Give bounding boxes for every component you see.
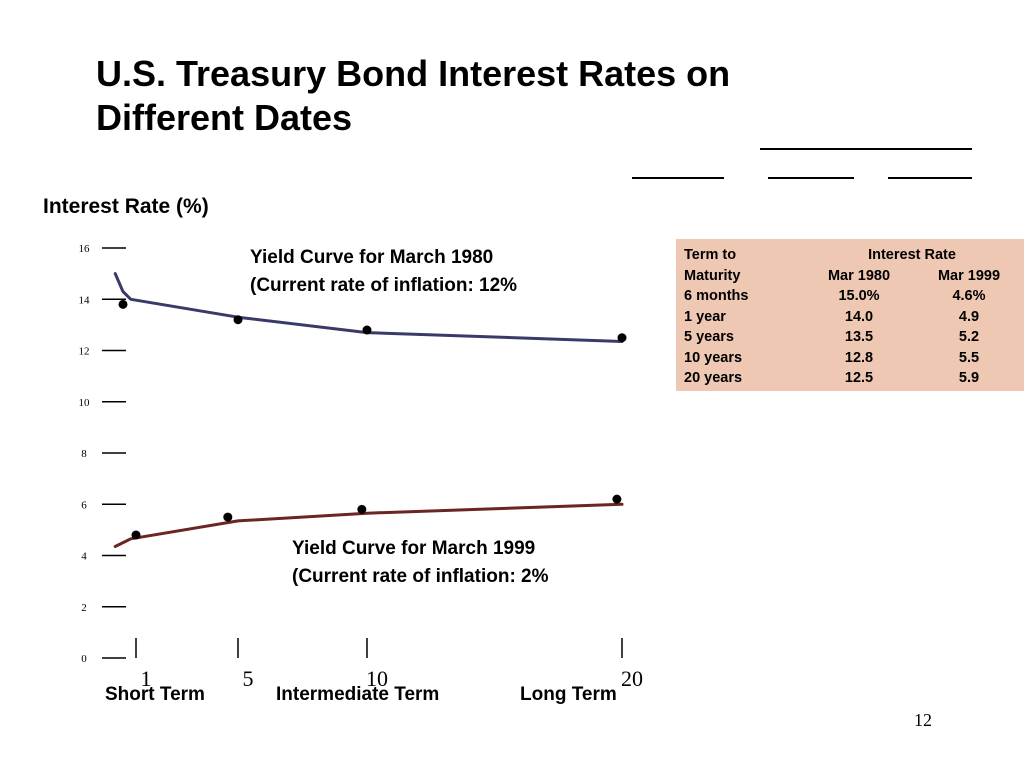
data-point [362,325,372,335]
data-point [612,494,622,504]
data-point [223,512,233,522]
cell-rate-1980: 12.5 [844,370,874,386]
cell-rate-1999: 5.5 [958,349,980,366]
cell-term: 6 months [684,288,749,304]
cell-rate-1980: 12.8 [844,349,874,366]
header-mar-1999: Mar 1999 [937,267,1001,284]
header-interest-rate: Interest Rate [868,247,956,263]
data-point [617,333,627,343]
cell-term: 20 years [684,370,743,386]
cell-rate-1980: 14.0 [844,308,874,325]
title-line-1: U.S. Treasury Bond Interest Rates on [96,53,731,94]
cell-rate-1999: 5.2 [958,329,980,345]
cell-term: 10 years [684,349,743,366]
term-label-short: Short Term [105,684,205,705]
header-mar-1980: Mar 1980 [827,267,891,284]
cell-rate-1999: 4.9 [958,308,980,325]
header-rule-top [760,148,972,150]
y-tick-label: 12 [79,346,90,358]
cell-rate-1980: 15.0% [838,288,880,304]
table-row: 5 years 13.5 5.2 [684,327,1022,348]
y-tick-label: 4 [81,551,87,563]
yield-curve-line-0 [113,272,624,343]
cell-term: 1 year [684,308,726,325]
x-tick-label: 20 [621,666,643,691]
term-label-intermediate: Intermediate Term [276,684,440,705]
data-point [357,504,367,514]
table-row: 6 months 15.0% 4.6% [684,286,1022,307]
table-row: 20 years 12.5 5.9 [684,368,1022,389]
header-term-to: Term to [684,247,737,263]
rate-table-panel: Term to Interest Rate Maturity Mar 1980 … [676,239,1024,391]
y-axis-label: Interest Rate (%) [43,195,209,218]
annotation-march-1999: Yield Curve for March 1999 (Current rate… [292,535,549,591]
table-row: 10 years 12.8 5.5 [684,348,1022,369]
annotation-march-1980: Yield Curve for March 1980 (Current rate… [250,244,517,300]
rate-table-header-row-2: Maturity Mar 1980 Mar 1999 [684,266,1022,287]
header-rule-right [888,177,972,179]
data-point [118,299,128,309]
annotation-1999-line-2: (Current rate of inflation: 2% [292,566,549,587]
term-label-long: Long Term [520,684,617,705]
x-tick-label: 5 [243,666,254,691]
cell-rate-1980: 13.5 [844,329,874,345]
header-maturity: Maturity [684,267,741,284]
cell-term: 5 years [684,329,734,345]
y-tick-label: 2 [81,602,87,614]
yield-curve-line-1 [113,502,624,548]
cell-rate-1999: 5.9 [958,370,980,386]
page-number: 12 [914,710,932,730]
y-tick-label: 8 [81,448,87,460]
title-line-2: Different Dates [96,97,353,138]
rate-table-header-row-1: Term to Interest Rate [684,245,1022,266]
chart-series [113,272,627,548]
y-tick-label: 10 [79,397,91,409]
data-point [233,315,243,325]
header-rule-middle [768,177,854,179]
annotation-1980-line-2: (Current rate of inflation: 12% [250,275,518,296]
annotation-1980-line-1: Yield Curve for March 1980 [250,247,494,268]
rate-table: Term to Interest Rate Maturity Mar 1980 … [684,245,1022,389]
y-tick-label: 16 [79,243,91,255]
header-rule-left [632,177,724,179]
table-row: 1 year 14.0 4.9 [684,307,1022,328]
x-tick-label: 1 [141,666,152,691]
x-tick-label: 10 [366,666,388,691]
annotation-1999-line-1: Yield Curve for March 1999 [292,538,536,559]
y-tick-label: 0 [81,653,87,665]
cell-rate-1999: 4.6% [952,288,986,304]
y-tick-label: 6 [81,499,87,511]
chart-axes: 0 2 4 6 8 10 12 14 16 1 5 10 20 [79,243,644,691]
y-tick-label: 14 [79,294,91,306]
data-point [131,530,141,540]
slide-title: U.S. Treasury Bond Interest Rates on Dif… [96,52,856,140]
